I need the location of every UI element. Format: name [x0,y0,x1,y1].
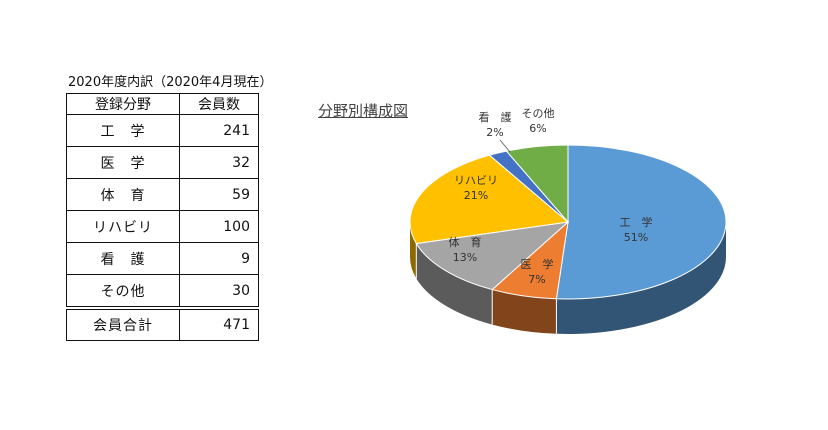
row-count: 241 [179,114,259,147]
total-label: 会員合計 [66,306,180,341]
pie-labels: 工 学 51% 医 学 7% 体 育 13% リハビリ 21% 看 護 2% その他 6% [449,107,653,286]
header-count: 会員数 [179,93,259,115]
pie-category-label: 医 学 [521,257,554,271]
total-count: 471 [179,306,259,341]
membership-table: 登録分野 会員数 工 学 241 医 学 32 体 育 59 リハビリ 100 … [66,93,259,341]
table-row: 看 護 9 [66,242,259,275]
pie-category-label: その他 [522,107,555,120]
pie-slice-side [492,289,557,334]
table-row: リハビリ 100 [66,210,259,243]
row-count: 32 [179,146,259,179]
row-category: 体 育 [66,178,180,211]
pie-slice [409,154,570,245]
pie-category-label: 体 育 [449,235,482,249]
pie-category-label: リハビリ [454,174,498,187]
chart-title: 分野別構成図 [318,102,409,120]
row-count: 30 [179,274,259,309]
pie-slice [555,144,727,300]
row-count: 100 [179,210,259,243]
pie-percent-label: 7% [528,273,545,286]
pie-slice [505,144,569,224]
pie-slice-side [410,222,417,279]
table-row: 医 学 32 [66,146,259,179]
pie-percent-label: 2% [486,126,503,139]
row-category: 工 学 [66,114,180,147]
pie-percent-label: 51% [624,231,648,244]
pie-percent-label: 21% [464,189,488,202]
row-count: 9 [179,242,259,275]
row-category: 看 護 [66,242,180,275]
table-total-row: 会員合計 471 [66,306,259,341]
row-count: 59 [179,178,259,211]
row-category: 医 学 [66,146,180,179]
table-row: 工 学 241 [66,114,259,147]
table-caption: 2020年度内訳（2020年4月現在） [68,75,273,90]
pie-category-label: 工 学 [620,215,653,229]
pie-slice-side [556,222,726,334]
pie-percent-label: 13% [453,251,477,264]
pie-slice [415,221,570,291]
table-row: その他 30 [66,274,259,309]
table-header-row: 登録分野 会員数 [66,93,259,115]
pie-leader-line [499,139,511,153]
pie-category-label: 看 護 [479,110,512,124]
table-row: 体 育 59 [66,178,259,211]
pie-slices [409,144,727,300]
pie-percent-label: 6% [529,122,546,135]
